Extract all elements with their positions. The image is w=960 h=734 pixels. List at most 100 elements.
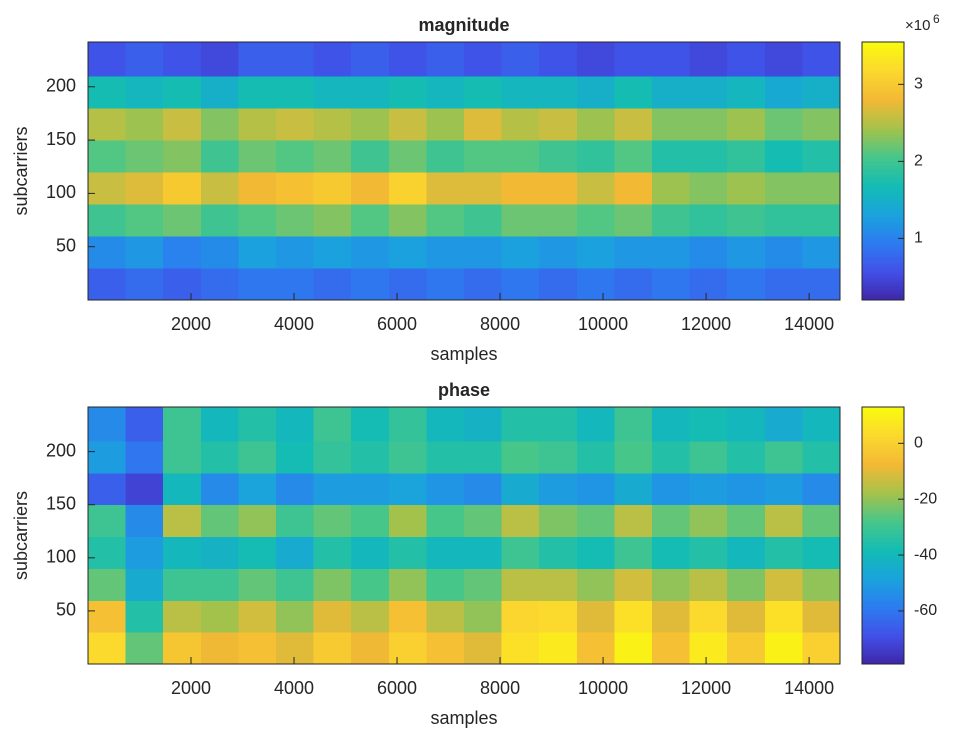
colorbar-band xyxy=(862,554,904,558)
colorbar-multiplier: ×10 xyxy=(905,17,930,34)
colorbar-band xyxy=(862,54,904,58)
colorbar-band xyxy=(862,284,904,288)
heatmap-cell xyxy=(576,236,615,269)
heatmap-cell xyxy=(802,568,841,601)
colorbar-band xyxy=(862,198,904,202)
heatmap-cell xyxy=(501,236,540,269)
heatmap-cell xyxy=(276,440,315,474)
colorbar-band xyxy=(862,82,904,86)
heatmap-cell xyxy=(276,568,315,601)
colorbar-band xyxy=(862,597,904,601)
colorbar-band xyxy=(862,220,904,224)
heatmap-cell xyxy=(426,504,465,538)
heatmap-cell xyxy=(764,407,803,442)
heatmap-cell xyxy=(614,440,653,474)
colorbar-band xyxy=(862,160,904,163)
heatmap-cell xyxy=(652,440,691,474)
colorbar-band xyxy=(862,578,904,581)
colorbar-band xyxy=(862,78,904,82)
heatmap-cell xyxy=(426,632,465,665)
heatmap-cell xyxy=(689,268,728,301)
heatmap-cell xyxy=(313,236,352,269)
colorbar-band xyxy=(862,239,904,243)
heatmap-cell xyxy=(689,140,728,173)
colorbar-band xyxy=(862,644,904,648)
heatmap-cell xyxy=(351,204,390,237)
heatmap-cell xyxy=(576,440,615,474)
heatmap-cell xyxy=(238,42,277,77)
heatmap-cell xyxy=(614,600,653,633)
heatmap-cell xyxy=(464,440,503,474)
heatmap-cell xyxy=(88,42,127,77)
heatmap-cell xyxy=(238,76,277,109)
colorbar-band xyxy=(862,123,904,127)
colorbar-band xyxy=(862,201,904,204)
colorbar-band xyxy=(862,117,904,120)
colorbar-band xyxy=(862,447,904,451)
heatmap-cell xyxy=(125,172,164,205)
colorbar-band xyxy=(862,426,904,429)
heatmap-cell xyxy=(614,140,653,173)
colorbar-band xyxy=(862,473,904,477)
heatmap-cell xyxy=(764,76,803,109)
heatmap-cell xyxy=(652,632,691,665)
heatmap-cell xyxy=(802,632,841,665)
heatmap-cell xyxy=(351,140,390,173)
heatmap-cell xyxy=(125,600,164,633)
heatmap-cell xyxy=(276,172,315,205)
heatmap-cell xyxy=(163,42,202,77)
x-tick-label: 8000 xyxy=(480,314,520,334)
heatmap-cell xyxy=(727,236,766,269)
heatmap-cell xyxy=(351,268,390,301)
colorbar-band xyxy=(862,218,904,221)
colorbar-band xyxy=(862,44,904,47)
heatmap-cell xyxy=(539,472,578,506)
colorbar-band xyxy=(862,550,904,554)
colorbar-band xyxy=(862,608,904,611)
colorbar-band xyxy=(862,233,904,236)
colorbar-band xyxy=(862,147,904,150)
axes-box xyxy=(87,406,841,665)
heatmap-cell xyxy=(652,568,691,601)
heatmap-cell xyxy=(313,204,352,237)
heatmap-cell xyxy=(125,140,164,173)
heatmap-cell xyxy=(313,140,352,173)
heatmap-cell xyxy=(276,108,315,141)
heatmap-cell xyxy=(764,600,803,633)
heatmap-cell xyxy=(238,172,277,205)
heatmap-cell xyxy=(652,236,691,269)
heatmap-cell xyxy=(464,140,503,173)
heatmap-cell xyxy=(125,76,164,109)
colorbar-band xyxy=(862,42,904,45)
colorbar-band xyxy=(862,132,904,135)
colorbar-band xyxy=(862,612,904,616)
heatmap-cell xyxy=(764,568,803,601)
heatmap-cell xyxy=(576,76,615,109)
colorbar-band xyxy=(862,183,904,187)
colorbar-band xyxy=(862,574,904,577)
colorbar-band xyxy=(862,460,904,464)
heatmap-cell xyxy=(426,76,465,109)
colorbar-band xyxy=(862,614,904,618)
x-tick-label: 4000 xyxy=(274,314,314,334)
colorbar-band xyxy=(862,177,904,181)
heatmap-cell xyxy=(652,204,691,237)
heatmap-cell xyxy=(388,236,427,269)
heatmap-cell xyxy=(313,76,352,109)
heatmap-cell xyxy=(238,632,277,665)
heatmap-cell xyxy=(163,632,202,665)
colorbar-band xyxy=(862,524,904,528)
heatmap-cell xyxy=(464,172,503,205)
heatmap-cell xyxy=(426,440,465,474)
colorbar-band xyxy=(862,162,904,166)
heatmap-cell xyxy=(388,407,427,442)
colorbar-band xyxy=(862,413,904,417)
colorbar-band xyxy=(862,145,904,148)
heatmap-cell xyxy=(125,236,164,269)
heatmap-cell xyxy=(163,536,202,569)
heatmap-cell xyxy=(388,108,427,141)
colorbar-band xyxy=(862,428,904,432)
colorbar-band xyxy=(862,516,904,519)
heatmap-cell xyxy=(238,108,277,141)
